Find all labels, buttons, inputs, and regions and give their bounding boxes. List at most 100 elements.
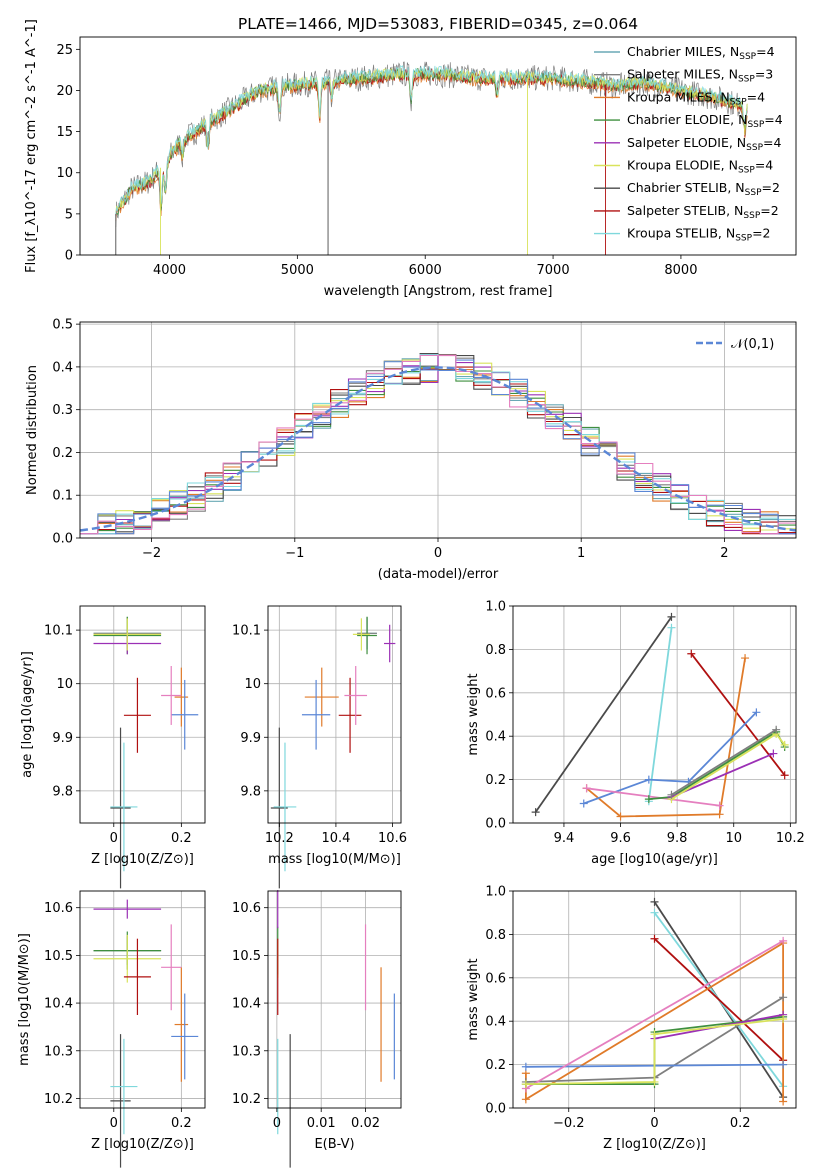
x-axis-label: E(B-V)	[314, 1137, 354, 1152]
legend-label: Chabrier MILES, NSSP=4	[627, 44, 775, 62]
x-tick-label: 10.6	[378, 831, 407, 846]
x-tick-label: −0.2	[553, 1116, 585, 1131]
y-tick-label: 10.3	[232, 1044, 261, 1059]
axes-frame	[267, 605, 402, 824]
axes-frame	[79, 890, 206, 1109]
x-axis-label: Z [log10(Z/Z⊙)]	[603, 1137, 706, 1152]
legend-value: =2	[762, 180, 780, 195]
model-spectrum-line	[115, 67, 748, 213]
weight-point-marker	[752, 708, 761, 717]
y-axis-label: mass [log10(M/M⊙)]	[17, 933, 32, 1066]
x-tick-label: −1	[285, 546, 304, 561]
y-tick-label: 10.6	[232, 901, 261, 916]
y-tick-label: 0.2	[52, 446, 73, 461]
weight-point-marker	[715, 801, 724, 810]
weight-series-line	[647, 627, 673, 802]
legend-label: Salpeter ELODIE, NSSP=4	[627, 135, 782, 153]
x-tick-label: 0.2	[730, 1116, 751, 1131]
legend-value: =4	[755, 158, 773, 173]
panel-spectrum: 4000 5000 6000 7000 8000 0 5 10 15 20 25 wavelength…	[24, 19, 797, 299]
y-tick-label: 0.5	[52, 318, 73, 333]
axes-frame	[512, 890, 797, 1109]
x-tick-label: 10.4	[321, 831, 350, 846]
plot-area	[521, 897, 788, 1106]
y-tick-label: 0.0	[485, 1102, 506, 1117]
x-tick-label: 9.8	[667, 831, 688, 846]
legend-subscript: SSP	[747, 120, 764, 130]
y-tick-label: 20	[56, 84, 73, 99]
x-axis-label: wavelength [Angstrom, rest frame]	[324, 284, 553, 299]
weight-point-marker	[650, 908, 659, 917]
weight-point-marker	[650, 934, 659, 943]
y-tick-label: 10.2	[232, 1092, 261, 1107]
x-tick-label: 10.2	[265, 831, 294, 846]
legend-subscript: SSP	[743, 211, 760, 221]
x-tick-label: 10	[725, 831, 742, 846]
legend-label: Chabrier STELIB, NSSP=2	[627, 180, 780, 198]
legend-value: =3	[755, 67, 773, 82]
legend-subscript: SSP	[739, 52, 756, 62]
weight-series-line	[525, 1018, 784, 1085]
legend-value: =4	[756, 44, 774, 59]
legend-value: =4	[763, 135, 781, 150]
x-tick-label: 0	[110, 831, 118, 846]
x-tick-label: 9.4	[554, 831, 575, 846]
weight-point-marker	[780, 771, 789, 780]
y-tick-label: 5	[65, 207, 73, 222]
x-tick-label: 8000	[664, 263, 697, 278]
panel-mass-weight-vs-age: 9.4 9.6 9.8 10 10.2 0.0 0.2 0.4 0.6 0.8 1.0 age [lo…	[466, 600, 805, 868]
y-tick-label: 9.8	[240, 784, 261, 799]
weight-point-marker	[687, 649, 696, 658]
weight-point-marker	[650, 1077, 659, 1086]
legend-subscript: SSP	[746, 143, 763, 153]
legend-subscript: SSP	[738, 75, 755, 85]
y-axis-label: age [log10(age/yr)]	[20, 651, 35, 778]
y-tick-label: 0.4	[485, 730, 506, 745]
x-tick-label: 5000	[281, 263, 314, 278]
weight-point-marker	[779, 1015, 788, 1024]
weight-point-marker	[579, 799, 588, 808]
x-tick-label: 7000	[537, 263, 570, 278]
weight-point-marker	[667, 790, 676, 799]
legend: Chabrier MILES, NSSP=4 Salpeter MILES, NS…	[594, 44, 783, 244]
residual-histogram	[80, 354, 796, 535]
legend-value: =4	[764, 112, 782, 127]
weight-point-marker	[582, 784, 591, 793]
legend-subscript: SSP	[738, 166, 755, 176]
legend-subscript: SSP	[735, 234, 752, 244]
x-tick-label: 2	[720, 546, 728, 561]
plot-area	[270, 616, 396, 889]
panel-mass-vs-Z: 0 0.2 10.2 10.3 10.4 10.5 10.6 Z [log10(Z/Z⊙)] m…	[17, 890, 206, 1168]
panel-mass-vs-EBV: 0 0.01 0.02 10.2 10.3 10.4 10.5 10.6 E(B-V)	[232, 890, 402, 1168]
y-tick-label: 25	[56, 43, 73, 58]
y-tick-label: 9.9	[52, 731, 73, 746]
x-tick-label: 0.2	[171, 1116, 192, 1131]
weight-series-line	[586, 787, 720, 807]
weight-point-marker	[667, 623, 676, 632]
panel-residuals: −2 −1 0 1 2 0.0 0.1 0.2 0.3 0.4 0.5 (data-model)/er…	[25, 318, 797, 582]
x-axis-label: (data-model)/error	[378, 567, 499, 582]
y-tick-label: 0.4	[485, 1015, 506, 1030]
axes-frame	[267, 890, 402, 1109]
axes-frame	[79, 36, 797, 256]
weight-point-marker	[779, 1060, 788, 1069]
weight-point-marker	[779, 936, 788, 945]
weight-series-line	[586, 657, 746, 818]
weight-point-marker	[650, 1030, 659, 1039]
weight-point-marker	[769, 749, 778, 758]
x-tick-label: 0.2	[171, 831, 192, 846]
plot-area	[93, 616, 199, 889]
legend-subscript: SSP	[730, 97, 747, 107]
legend-value: =2	[752, 226, 770, 241]
legend-label: Chabrier ELODIE, NSSP=4	[627, 112, 783, 130]
y-tick-label: 0.0	[485, 817, 506, 832]
weight-point-marker	[531, 808, 540, 817]
weight-point-marker	[616, 812, 625, 821]
x-tick-label: 0.02	[351, 1116, 380, 1131]
normal-distribution-curve	[79, 366, 797, 532]
plot-area	[531, 612, 789, 821]
y-tick-label: 10.2	[44, 1092, 73, 1107]
axes-frame	[79, 605, 206, 824]
weight-point-marker	[644, 775, 653, 784]
